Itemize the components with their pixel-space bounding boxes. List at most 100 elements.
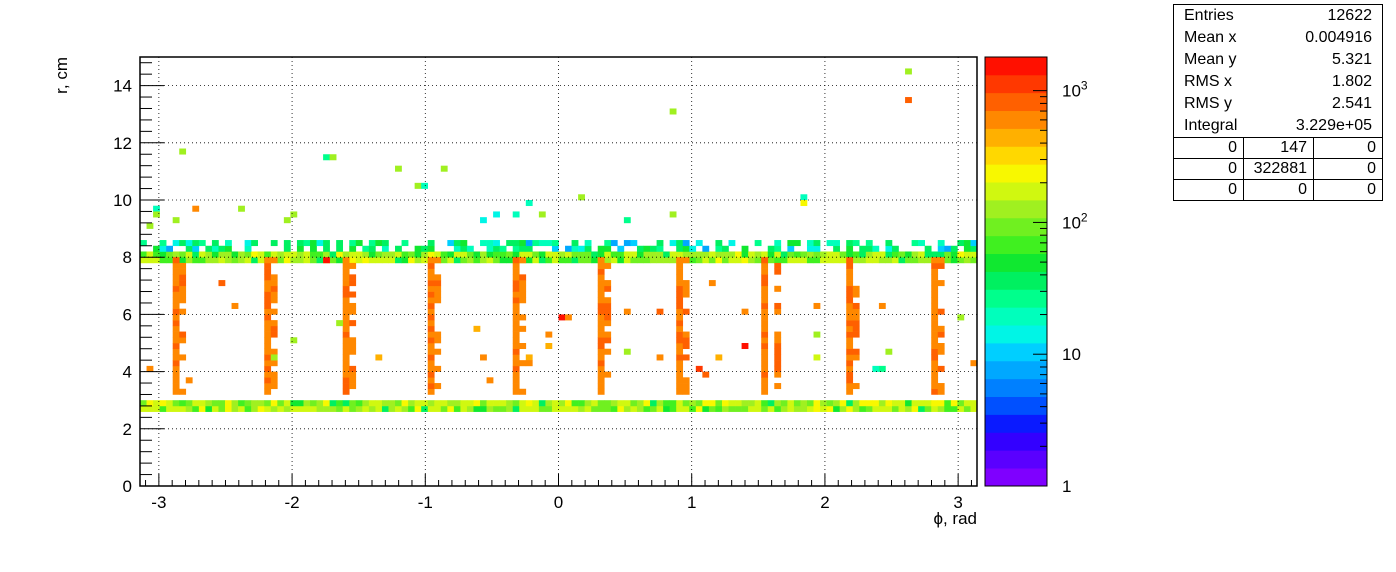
heatmap-cell (767, 251, 775, 258)
heatmap-cell (630, 257, 638, 264)
heatmap-cell (604, 280, 612, 287)
heatmap-cell (761, 343, 769, 350)
heatmap-cell (931, 348, 939, 355)
heatmap-cell (512, 388, 520, 395)
heatmap-cell (950, 405, 958, 412)
heatmap-cell (702, 371, 710, 378)
heatmap-cell (872, 251, 880, 258)
heatmap-cell (813, 405, 821, 412)
heatmap-cell (473, 257, 481, 264)
heatmap-cell (408, 257, 415, 264)
heatmap-cell (597, 371, 605, 378)
palette-swatch (985, 128, 1047, 147)
heatmap-cell (264, 251, 272, 258)
heatmap-cell (323, 405, 330, 412)
heatmap-cell (885, 240, 893, 247)
heatmap-cell (846, 405, 854, 412)
heatmap-cell (172, 251, 180, 258)
heatmap-cell (676, 280, 684, 287)
heatmap-cell (427, 274, 435, 281)
heatmap-cell (852, 383, 860, 390)
heatmap-cell (512, 314, 520, 321)
heatmap-cell (767, 245, 775, 252)
heatmap-cell (839, 251, 847, 258)
heatmap-cell (865, 257, 873, 264)
heatmap-cell (198, 251, 206, 258)
stats-label: RMS x (1184, 73, 1232, 90)
stats-row: Entries 12622 (1174, 5, 1382, 27)
heatmap-cell (512, 274, 520, 281)
heatmap-cell (270, 274, 278, 281)
heatmap-cell (303, 240, 311, 247)
heatmap-cell (205, 245, 213, 252)
heatmap-cell (970, 240, 978, 247)
heatmap-cell (604, 285, 612, 292)
heatmap-cell (852, 325, 860, 332)
heatmap-cell (970, 251, 978, 258)
heatmap-cell (695, 400, 703, 407)
heatmap-cell (159, 400, 167, 407)
heatmap-cell (826, 405, 834, 412)
heatmap-cell (296, 405, 304, 412)
heatmap-cell (329, 251, 337, 258)
heatmap-cell (512, 308, 520, 315)
heatmap-cell (172, 291, 180, 298)
palette-swatch (985, 253, 1047, 272)
heatmap-cell (362, 245, 370, 252)
heatmap-cell (937, 383, 945, 390)
heatmap-cell (630, 240, 638, 247)
heatmap-cell (551, 405, 559, 412)
heatmap-cell (146, 405, 154, 412)
heatmap-cell (480, 405, 487, 412)
heatmap-cell (852, 348, 860, 355)
heatmap-cell (571, 240, 579, 247)
heatmap-cell (427, 302, 435, 309)
heatmap-cell (937, 245, 945, 252)
heatmap-cell (656, 251, 664, 258)
heatmap-cell (336, 400, 344, 407)
heatmap-cell (342, 308, 350, 315)
heatmap-cell (512, 371, 520, 378)
y-tick-label: 2 (123, 420, 132, 439)
heatmap-cell (159, 257, 167, 264)
heatmap-cell (179, 331, 187, 338)
palette-swatch (985, 271, 1047, 290)
heatmap-cell (381, 400, 389, 407)
heatmap-cell (512, 405, 520, 412)
heatmap-cell (538, 211, 546, 218)
heatmap-cell (179, 148, 187, 155)
heatmap-cell (225, 251, 232, 258)
heatmap-cell (617, 400, 625, 407)
heatmap-cell (355, 240, 363, 247)
heatmap-cell (244, 240, 252, 247)
heatmap-cell (676, 371, 684, 378)
heatmap-cell (525, 405, 533, 412)
heatmap-cell (532, 240, 540, 247)
heatmap-cell (774, 245, 782, 252)
heatmap-cell (329, 405, 337, 412)
heatmap-cell (695, 251, 703, 258)
x-tick-label: 1 (687, 493, 696, 512)
heatmap-cell (434, 383, 442, 390)
heatmap-cell (231, 302, 239, 309)
heatmap-cell (512, 354, 520, 361)
heatmap-cell (931, 320, 939, 327)
heatmap-cell (924, 400, 932, 407)
x-tick-label: 2 (820, 493, 829, 512)
heatmap-cell (597, 302, 605, 309)
heatmap-cell (336, 245, 344, 252)
heatmap-cell (166, 251, 173, 258)
heatmap-cell (885, 400, 893, 407)
heatmap-cell (911, 257, 919, 264)
heatmap-cell (427, 257, 435, 264)
heatmap-cell (264, 348, 272, 355)
heatmap-cell (610, 240, 618, 247)
heatmap-cell (381, 405, 389, 412)
heatmap-cell (597, 348, 605, 355)
heatmap-cell (558, 257, 566, 264)
heatmap-cell (179, 405, 187, 412)
heatmap-cell (676, 297, 684, 304)
heatmap-cell (950, 257, 958, 264)
heatmap-cell (179, 262, 187, 269)
heatmap-cell (166, 257, 173, 264)
